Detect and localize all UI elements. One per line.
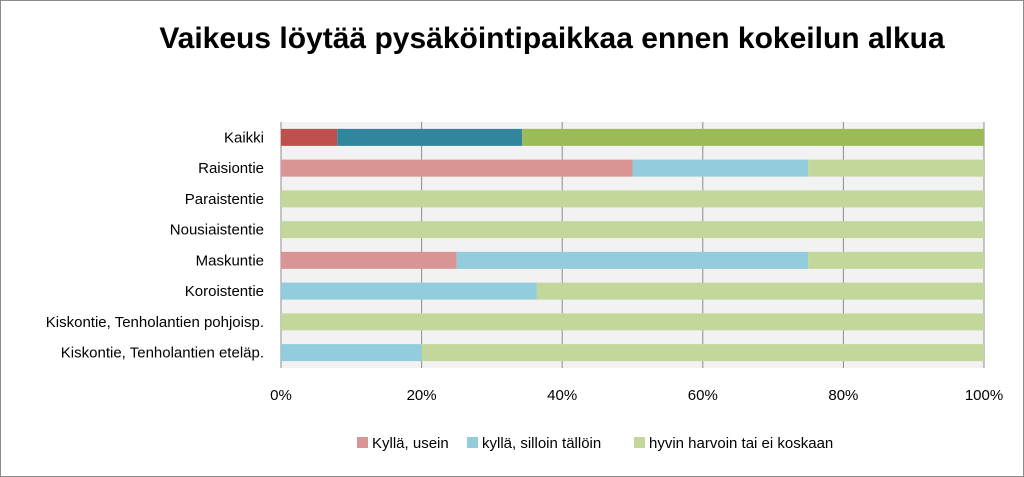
legend: Kyllä, usein kyllä, silloin tällöin hyvin … [357, 435, 833, 452]
legend-label: hyvin harvoin tai ei koskaan [649, 435, 833, 452]
x-tick-label: 20% [407, 387, 437, 404]
legend-label: kyllä, silloin tällöin [482, 435, 601, 452]
bar-segment [808, 251, 984, 269]
legend-swatch [634, 437, 645, 448]
legend-label: Kyllä, usein [372, 435, 449, 452]
category-label: Koroistentie [185, 283, 264, 300]
x-tick-label: 100% [965, 387, 1003, 404]
legend-swatch [467, 437, 478, 448]
category-label: Kaikki [224, 129, 264, 146]
chart-title: Vaikeus löytää pysäköintipaikkaa ennen k… [159, 22, 945, 55]
bar-segment [281, 159, 633, 177]
bar-segment [337, 128, 523, 146]
category-label: Paraistentie [185, 191, 264, 208]
category-labels: Kaikki Raisiontie Paraistentie Nousiaistent… [46, 129, 264, 361]
bar-segment [281, 190, 984, 208]
category-label: Kiskontie, Tenholantien eteläp. [61, 345, 264, 362]
x-tick-label: 0% [270, 387, 292, 404]
category-label: Maskuntie [196, 252, 264, 269]
category-label: Raisiontie [198, 160, 264, 177]
bar-segment [281, 221, 984, 239]
bars-group [281, 128, 985, 362]
bar-segment [456, 251, 809, 269]
legend-swatch [357, 437, 368, 448]
bar-segment [421, 344, 985, 362]
bar-segment [536, 282, 984, 300]
bar-segment [281, 313, 984, 331]
bar-segment [632, 159, 809, 177]
bar-segment [808, 159, 984, 177]
x-tick-label: 60% [688, 387, 718, 404]
x-tick-label: 40% [547, 387, 577, 404]
bar-segment [281, 282, 537, 300]
x-tick-labels: 0% 20% 40% 60% 80% 100% [270, 387, 1003, 404]
category-label: Kiskontie, Tenholantien pohjoisp. [46, 314, 264, 331]
bar-segment [522, 128, 984, 146]
plot-area [281, 122, 984, 368]
bar-segment [281, 128, 338, 146]
category-label: Nousiaistentie [170, 222, 264, 239]
x-tick-label: 80% [828, 387, 858, 404]
bar-segment [281, 251, 457, 269]
bar-segment [281, 344, 422, 362]
